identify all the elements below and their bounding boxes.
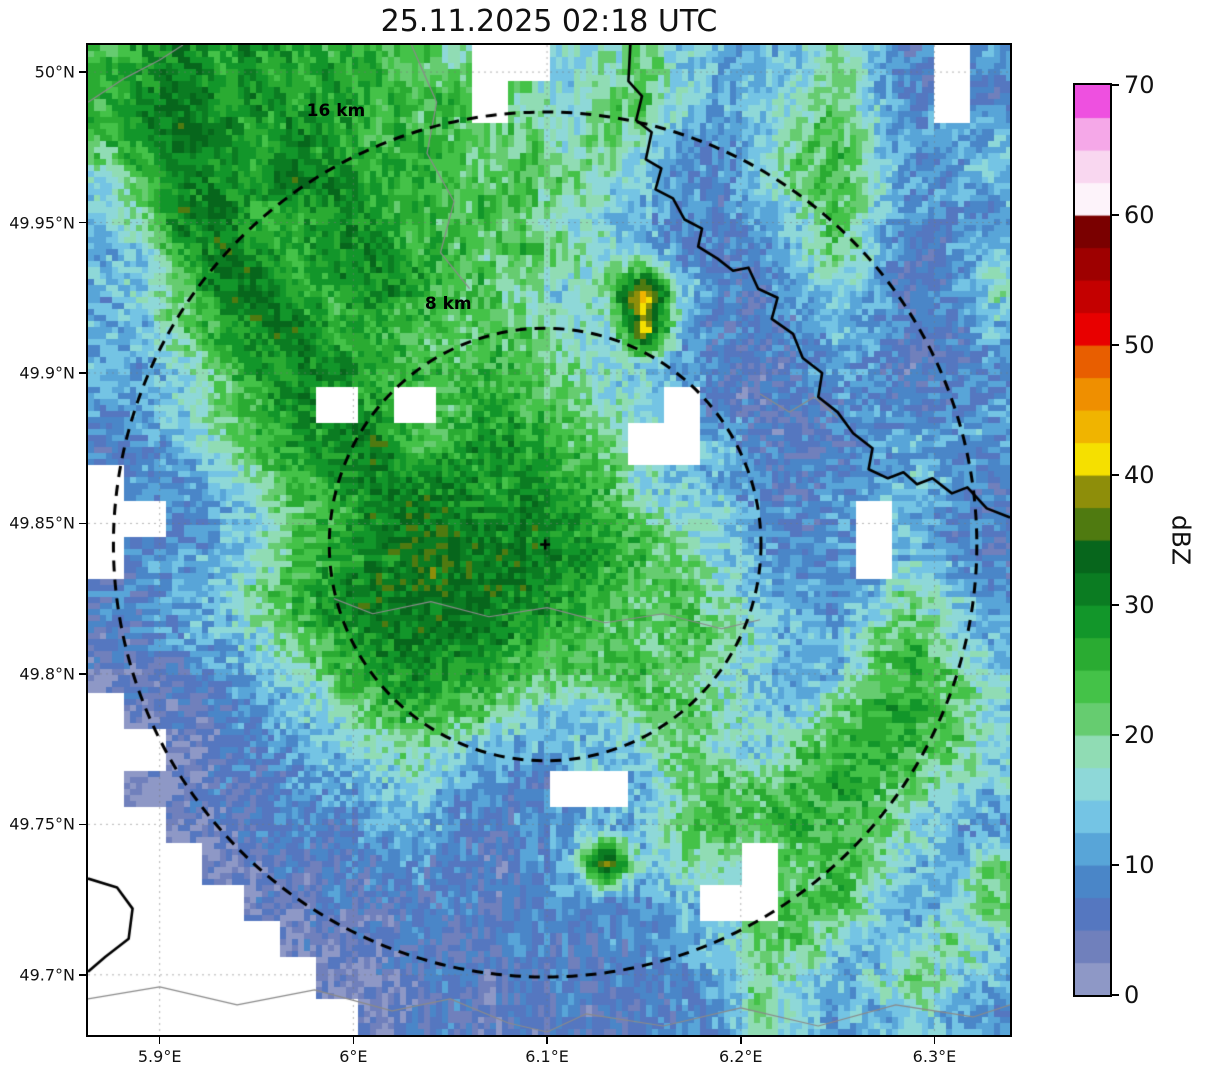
- colorbar-tick-label: 20: [1124, 721, 1155, 749]
- colorbar-tick-mark: [1112, 214, 1119, 216]
- lon-tick-mark: [546, 1037, 548, 1044]
- colorbar-tick-label: 10: [1124, 851, 1155, 879]
- lat-tick-label: 50°N: [34, 62, 75, 82]
- colorbar-axis-label: dBZ: [1166, 514, 1196, 566]
- lat-tick-label: 49.7°N: [19, 965, 75, 985]
- colorbar-tick-mark: [1112, 474, 1119, 476]
- colorbar: [1073, 83, 1112, 997]
- lat-tick-mark: [79, 71, 86, 73]
- lat-tick-label: 49.8°N: [19, 664, 75, 684]
- colorbar-tick-mark: [1112, 604, 1119, 606]
- lon-tick-label: 5.9°E: [137, 1047, 182, 1066]
- lat-tick-label: 49.95°N: [9, 213, 75, 233]
- lat-tick-mark: [79, 673, 86, 675]
- radar-reflectivity-map: [88, 45, 1010, 1035]
- lon-tick-label: 6°E: [339, 1047, 368, 1066]
- lon-tick-mark: [740, 1037, 742, 1044]
- colorbar-tick-label: 30: [1124, 591, 1155, 619]
- colorbar-tick-mark: [1112, 734, 1119, 736]
- lat-tick-label: 49.9°N: [19, 363, 75, 383]
- range-ring-label-16km: 16 km: [306, 101, 366, 122]
- colorbar-tick-mark: [1112, 344, 1119, 346]
- lon-tick-label: 6.2°E: [718, 1047, 763, 1066]
- colorbar-tick-label: 50: [1124, 331, 1155, 359]
- lat-tick-mark: [79, 522, 86, 525]
- colorbar-tick-mark: [1112, 864, 1119, 866]
- colorbar-tick-label: 0: [1124, 981, 1140, 1009]
- lon-tick-mark: [158, 1037, 161, 1044]
- colorbar-tick-label: 60: [1124, 201, 1155, 229]
- lat-tick-mark: [79, 372, 86, 374]
- colorbar-tick-mark: [1112, 84, 1119, 86]
- lat-tick-mark: [79, 221, 86, 224]
- colorbar-tick-mark: [1112, 994, 1119, 996]
- lat-tick-label: 49.75°N: [9, 814, 75, 834]
- colorbar-tick-label: 40: [1124, 461, 1155, 489]
- lat-tick-label: 49.85°N: [9, 513, 75, 533]
- lat-tick-mark: [79, 823, 86, 826]
- colorbar-scale: [1075, 85, 1110, 995]
- range-ring-label-8km: 8 km: [424, 293, 472, 314]
- lon-tick-label: 6.1°E: [525, 1047, 569, 1066]
- lon-tick-label: 6.3°E: [912, 1047, 957, 1066]
- lon-tick-mark: [352, 1037, 355, 1044]
- figure-title: 25.11.2025 02:18 UTC: [380, 4, 718, 39]
- radar-map-plot: 16 km 8 km: [86, 43, 1012, 1037]
- lon-tick-mark: [933, 1037, 936, 1044]
- colorbar-tick-label: 70: [1124, 71, 1155, 99]
- lat-tick-mark: [79, 974, 86, 976]
